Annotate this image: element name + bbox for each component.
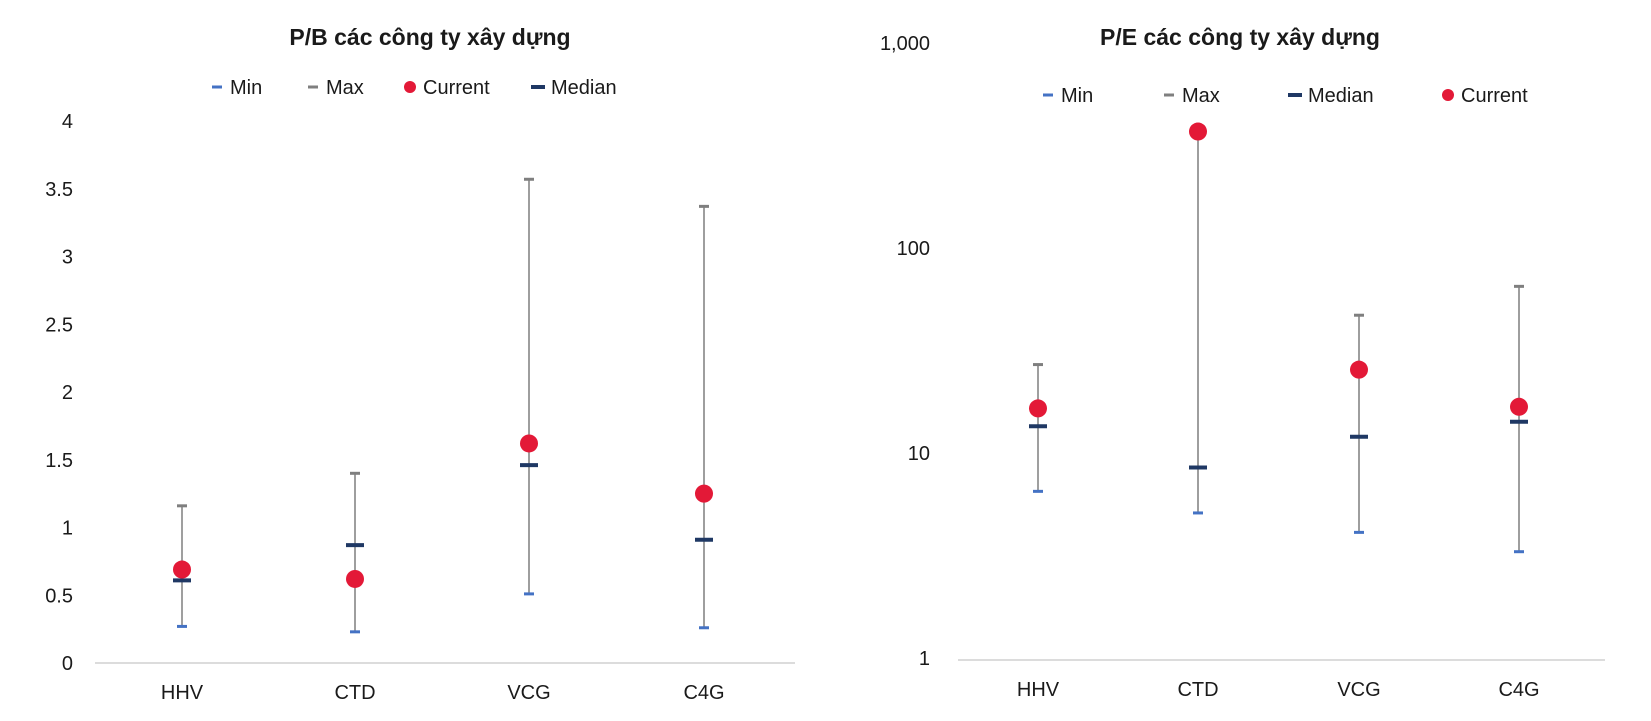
pb-y-tick-label: 2 — [62, 382, 73, 404]
pe-x-tick-label: HHV — [1017, 679, 1060, 701]
pe-legend-item: Median — [1288, 85, 1374, 107]
pb-chart-title: P/B các công ty xây dựng — [289, 24, 570, 50]
pb-legend: Min Max Current Median — [212, 77, 617, 99]
pe-current-marker — [1029, 399, 1047, 418]
pe-x-tick-label: C4G — [1498, 679, 1539, 701]
pe-y-tick-label: 1,000 — [880, 33, 930, 55]
pb-y-axis: 0 0.5 1 1.5 2 2.5 3 3.5 4 — [45, 111, 73, 675]
pb-y-tick-label: 0 — [62, 653, 73, 675]
pb-legend-label: Max — [326, 77, 364, 99]
pb-x-tick-label: C4G — [683, 682, 724, 704]
pe-x-tick-label: CTD — [1177, 679, 1218, 701]
pe-y-axis: 1 10 100 1,000 — [880, 33, 930, 670]
pe-legend-current-swatch — [1442, 89, 1454, 101]
pb-x-axis-labels: HHV CTD VCG C4G — [161, 682, 725, 704]
pb-current-marker — [346, 569, 364, 588]
pe-legend-item: Max — [1164, 85, 1220, 107]
pe-chart-title: P/E các công ty xây dựng — [1100, 24, 1380, 50]
pe-legend-item: Min — [1043, 85, 1093, 107]
pb-current-marker — [520, 434, 538, 453]
pe-legend: Min Max Median Current — [1043, 85, 1528, 107]
pe-plot-area — [1029, 122, 1528, 554]
pe-legend-label: Current — [1461, 85, 1528, 107]
pb-y-tick-label: 3.5 — [45, 179, 73, 201]
pe-y-tick-label: 100 — [897, 238, 930, 260]
pe-current-marker — [1510, 397, 1528, 416]
pb-legend-item: Median — [531, 77, 617, 99]
pe-legend-item: Current — [1442, 85, 1528, 107]
pb-current-marker — [173, 560, 191, 579]
pb-y-tick-label: 1.5 — [45, 450, 73, 472]
pb-x-tick-label: CTD — [334, 682, 375, 704]
pb-x-tick-label: HHV — [161, 682, 204, 704]
pb-legend-item: Current — [404, 77, 490, 99]
pe-current-marker — [1189, 122, 1207, 141]
pe-legend-label: Min — [1061, 85, 1093, 107]
pb-y-tick-label: 4 — [62, 111, 73, 133]
pb-plot-area — [173, 177, 713, 634]
pe-y-tick-label: 1 — [919, 648, 930, 670]
pe-current-marker — [1350, 360, 1368, 379]
pe-chart: P/E các công ty xây dựng Min Max Median Cur… — [880, 24, 1605, 701]
pb-legend-item: Max — [308, 77, 364, 99]
pe-x-tick-label: VCG — [1337, 679, 1380, 701]
pb-y-tick-label: 3 — [62, 247, 73, 269]
pb-chart: P/B các công ty xây dựng Min Max Current Me… — [45, 24, 795, 704]
pe-legend-label: Max — [1182, 85, 1220, 107]
pb-legend-label: Min — [230, 77, 262, 99]
pb-y-tick-label: 2.5 — [45, 314, 73, 336]
pb-y-tick-label: 0.5 — [45, 585, 73, 607]
pb-x-tick-label: VCG — [507, 682, 550, 704]
pb-legend-current-swatch — [404, 81, 416, 93]
pe-x-axis-labels: HHV CTD VCG C4G — [1017, 679, 1540, 701]
pb-y-tick-label: 1 — [62, 518, 73, 540]
pb-legend-item: Min — [212, 77, 262, 99]
pb-current-marker — [695, 484, 713, 503]
pe-legend-label: Median — [1308, 85, 1374, 107]
pb-legend-label: Median — [551, 77, 617, 99]
pb-legend-label: Current — [423, 77, 490, 99]
pe-y-tick-label: 10 — [908, 443, 930, 465]
